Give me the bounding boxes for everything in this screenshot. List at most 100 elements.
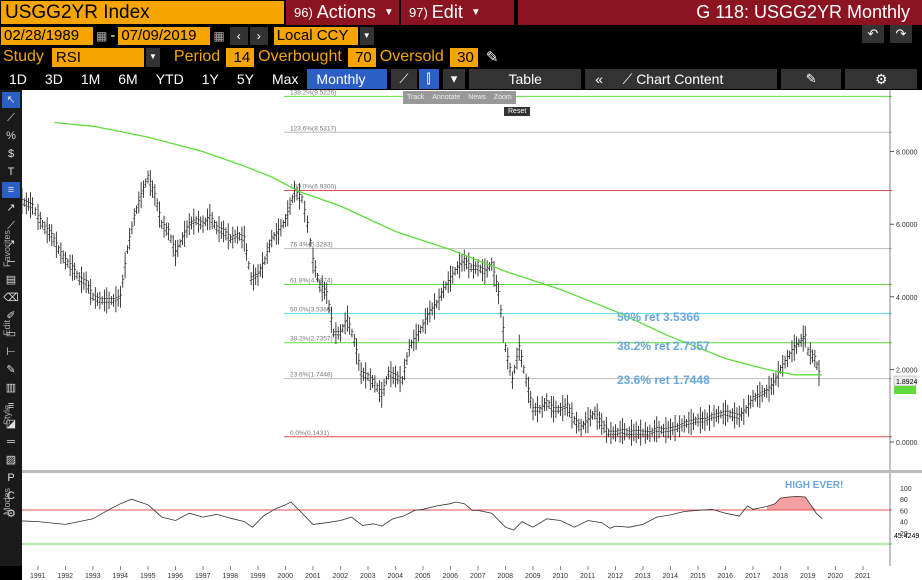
floating-toolbar: Track Annotate News Zoom [403,91,516,104]
x-tick-label: 2014 [663,573,679,580]
thickness-icon[interactable]: ═ [7,436,15,448]
frequency-select[interactable]: Monthly ▼ [307,69,388,107]
moving-average-line [54,121,822,376]
chevron-down-icon[interactable]: ▼ [145,47,160,67]
bar-chart-icon[interactable]: ⫿ [418,69,439,89]
x-tick-label: 1999 [250,573,266,580]
brush-icon[interactable]: ✐ [6,310,16,322]
fib-label: 100.0%(6.9300) [290,183,336,190]
tab-1y[interactable]: 1Y [201,71,219,87]
pen-icon[interactable]: ✎ [6,364,16,376]
y-axis: 8.0000 6.0000 4.0000 2.0000 0.0000 [889,90,918,470]
ray-icon[interactable]: ↗ [6,238,16,250]
x-tick-label: 1995 [140,573,156,580]
start-date-field[interactable]: 02/28/1989 [1,26,93,45]
x-tick-label: 2007 [470,573,486,580]
annotate-button[interactable]: Annotate [432,94,461,101]
channel-icon[interactable]: ▤ [5,274,17,286]
study-select[interactable]: RSI [51,47,144,67]
price-series [22,169,821,446]
price-chart[interactable]: 138.2%(9.5226) 123.6%(8.5317) 100.0%(6.930… [22,90,922,580]
modes-label: Modes [2,488,12,516]
tab-1m[interactable]: 1M [80,71,101,87]
pencil-icon[interactable]: ✎ [485,49,499,66]
redo-icon[interactable]: ↷ [890,25,912,43]
reset-button[interactable]: Reset [504,107,531,116]
tab-1d[interactable]: 1D [9,71,27,87]
news-button[interactable]: News [468,94,486,101]
gear-icon[interactable]: ⚙ [845,69,918,89]
chart-content-button[interactable]: « ⟋ Chart Content [585,69,778,89]
mode-p-icon[interactable]: P [7,472,15,484]
eraser-icon[interactable]: ⌫ [3,292,19,304]
table-button[interactable]: Table [469,69,582,89]
tab-max[interactable]: Max [271,71,299,87]
actions-number: 96) [294,5,313,20]
trendline-icon[interactable]: ⟋ [7,112,15,124]
text-icon[interactable]: T [7,166,15,178]
x-tick-label: 1993 [85,573,101,580]
dollar-icon[interactable]: $ [7,148,15,160]
chevron-down-icon[interactable]: ▼ [359,26,374,45]
ticker-field[interactable]: USGG2YR Index [1,1,284,24]
oversold-field[interactable]: 30 [449,47,478,67]
period-field[interactable]: 14 [226,47,255,67]
mode-settings-icon[interactable]: ⚙ [6,508,16,520]
calendar-icon[interactable]: ▦ [213,28,225,43]
tab-5y[interactable]: 5Y [236,71,254,87]
end-date-field[interactable]: 07/09/2019 [118,26,211,45]
oversold-label: Oversold [379,48,444,65]
x-tick-label: 1997 [195,573,211,580]
mode-c-icon[interactable]: C [7,490,15,502]
annotation-23: 23.6% ret 1.7448 [617,373,710,387]
annotation-50: 50% ret 3.5366 [617,310,700,324]
prev-arrow-icon[interactable]: ‹ [229,26,248,45]
shape-icon[interactable]: ▭ [5,328,17,340]
actions-menu[interactable]: 96) Actions ▼ [284,0,399,25]
ma-value-box [894,386,916,394]
edit-menu[interactable]: 97) Edit ▼ [399,0,514,25]
chart-type-dropdown-icon[interactable]: ▾ [442,69,466,89]
line-chart-icon[interactable]: ⟋ [391,69,417,89]
arrow-icon[interactable]: ↗ [6,202,16,214]
y-tick-label: 8.0000 [896,150,918,157]
y-tick-label: 2.0000 [896,367,918,374]
fib-label: 76.4%(5.3283) [290,242,333,249]
y-tick-label: 6.0000 [896,222,918,229]
range-separator: - [110,27,116,44]
rsi-y-axis: 100 80 60 40 20 [889,473,912,566]
overbought-field[interactable]: 70 [347,47,376,67]
calendar-icon[interactable]: ▦ [96,28,108,43]
track-button[interactable]: Track [407,94,425,101]
x-tick-label: 1991 [30,573,46,580]
edit-chart-icon[interactable]: ✎ [781,69,842,89]
cursor-icon[interactable]: ↖ [2,92,20,108]
favorites-label: Favorites [2,230,12,268]
fib-label: 38.2%(2.7357) [290,336,333,343]
actions-label: Actions [316,2,376,22]
fib-icon[interactable]: ≡ [2,182,20,198]
currency-select[interactable]: Local CCY [273,26,358,45]
last-price-value: 1.8924 [896,379,918,386]
overbought-label: Overbought [258,48,342,65]
fill-icon[interactable]: ▥ [5,382,17,394]
last-price-badge: 1.8924 [893,375,918,394]
x-tick-label: 2015 [690,573,706,580]
hline-icon[interactable]: ─ [7,256,15,268]
hatch-icon[interactable]: ▨ [5,454,17,466]
percent-icon[interactable]: % [6,130,16,142]
tab-6m[interactable]: 6M [118,71,138,87]
line-style-icon[interactable]: ≡ [7,400,15,412]
tab-3d[interactable]: 3D [44,71,63,87]
color-icon[interactable]: ◪ [5,418,17,430]
zoom-button[interactable]: Zoom [493,94,512,101]
next-arrow-icon[interactable]: › [249,26,268,45]
line-tool-icon[interactable]: ⟋ [7,220,15,232]
x-tick-label: 1992 [58,573,74,580]
tab-ytd[interactable]: YTD [155,71,184,87]
rsi-annotation: HIGH EVER! [785,480,843,491]
edit-number: 97) [409,5,428,20]
measure-icon[interactable]: ⊢ [6,346,16,358]
undo-icon[interactable]: ↶ [862,25,884,43]
chart-content-icon: ⟋ [622,71,633,87]
